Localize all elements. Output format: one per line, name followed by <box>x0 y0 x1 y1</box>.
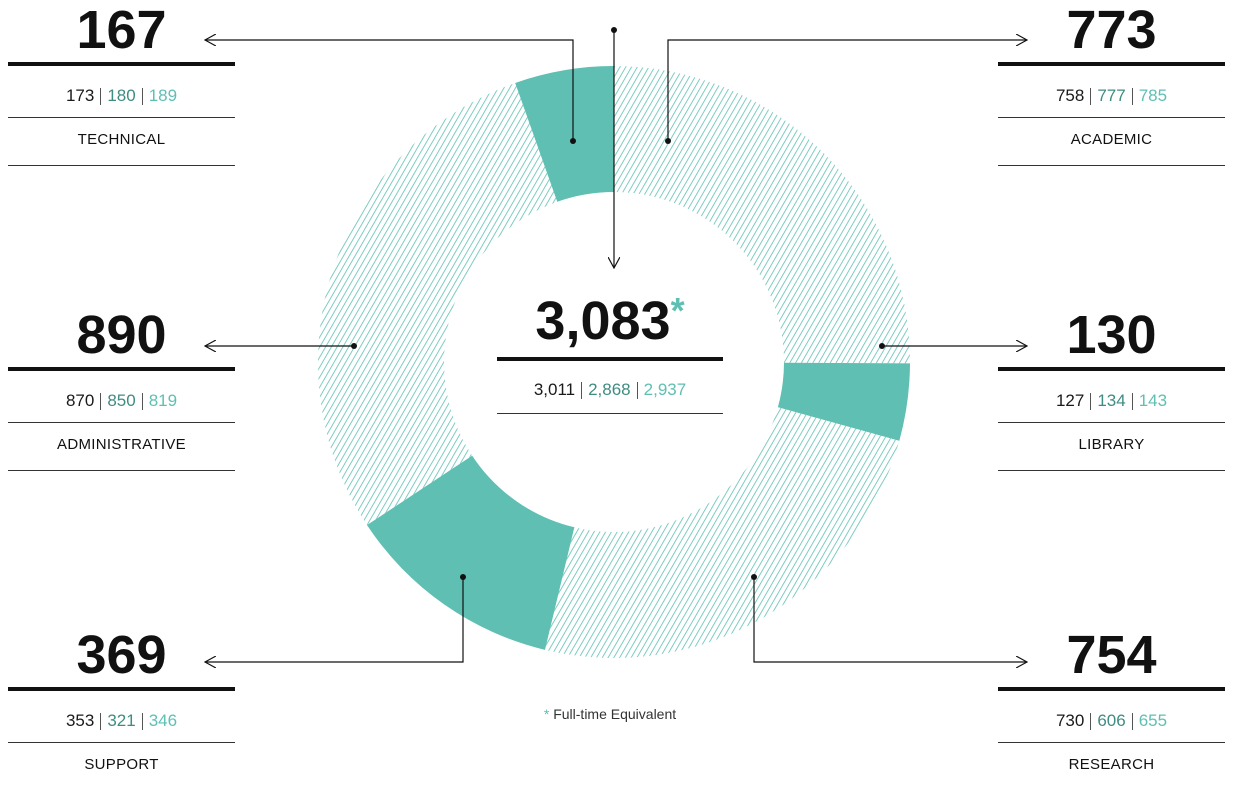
rule <box>998 470 1225 471</box>
panel-value: 773 <box>1066 0 1157 60</box>
history-value: 346 <box>148 711 178 730</box>
rule <box>998 687 1225 691</box>
wedge <box>614 66 910 364</box>
separator <box>1090 392 1092 410</box>
separator <box>636 381 638 399</box>
history-value: 2,937 <box>643 380 687 399</box>
panel-value: 890 <box>76 305 167 365</box>
rule <box>8 742 235 743</box>
rule <box>998 165 1225 166</box>
separator <box>1131 712 1133 730</box>
history-value: 321 <box>107 711 136 730</box>
separator <box>1090 87 1092 105</box>
rule <box>8 367 235 371</box>
history-value: 189 <box>148 86 178 105</box>
history-value: 143 <box>1138 391 1168 410</box>
wedge <box>544 407 900 658</box>
history-value: 758 <box>1055 86 1085 105</box>
wedge <box>366 455 575 650</box>
history-value: 173 <box>65 86 95 105</box>
history-value: 134 <box>1097 391 1126 410</box>
panel-history: 870 850 819 <box>8 390 235 412</box>
rule <box>8 62 235 66</box>
panel-history: 730 606 655 <box>998 710 1225 732</box>
panel-value: 754 <box>1066 625 1157 685</box>
total-history: 3,011 2,868 2,937 <box>497 379 723 401</box>
history-value: 655 <box>1138 711 1168 730</box>
separator <box>1131 392 1133 410</box>
separator <box>100 712 102 730</box>
rule <box>998 62 1225 66</box>
panel-history: 758 777 785 <box>998 85 1225 107</box>
rule <box>998 422 1225 423</box>
panel-label: TECHNICAL <box>77 131 166 148</box>
history-value: 777 <box>1097 86 1126 105</box>
total-marker: * <box>670 290 685 331</box>
panel-history: 353 321 346 <box>8 710 235 732</box>
total-value: 3,083 <box>535 291 671 351</box>
history-value: 3,011 <box>533 380 576 399</box>
footnote-marker: * <box>543 706 550 722</box>
history-value: 606 <box>1097 711 1126 730</box>
separator <box>581 381 583 399</box>
panel-label: ACADEMIC <box>1070 131 1153 148</box>
history-value: 730 <box>1055 711 1085 730</box>
total: 3,083* <box>497 290 723 352</box>
rule <box>8 117 235 118</box>
footnote: * Full-time Equivalent <box>460 706 760 722</box>
wedge <box>777 362 910 441</box>
panel-history: 173 180 189 <box>8 85 235 107</box>
panel-value: 130 <box>1066 305 1157 365</box>
history-value: 850 <box>107 391 136 410</box>
panel-value: 369 <box>76 625 167 685</box>
wedge <box>317 82 558 526</box>
history-value: 870 <box>65 391 95 410</box>
panel-label: ADMINISTRATIVE <box>57 436 186 453</box>
rule <box>8 470 235 471</box>
history-value: 127 <box>1055 391 1085 410</box>
separator <box>1131 87 1133 105</box>
separator <box>100 87 102 105</box>
rule <box>497 413 723 414</box>
rule <box>8 687 235 691</box>
separator <box>141 87 143 105</box>
leader-dots <box>351 27 885 580</box>
separator <box>100 392 102 410</box>
history-value: 819 <box>148 391 178 410</box>
rule <box>8 165 235 166</box>
wedge <box>515 66 614 202</box>
separator <box>141 392 143 410</box>
footnote-text: Full-time Equivalent <box>553 706 677 722</box>
panel-label: RESEARCH <box>1068 756 1155 773</box>
history-value: 2,868 <box>588 380 631 399</box>
panel-history: 127 134 143 <box>998 390 1225 412</box>
history-value: 180 <box>107 86 136 105</box>
separator <box>1090 712 1092 730</box>
panel-label: LIBRARY <box>1078 436 1145 453</box>
rule <box>998 117 1225 118</box>
rule <box>998 742 1225 743</box>
rule <box>497 357 723 361</box>
rule <box>8 422 235 423</box>
leader-lines <box>205 30 1027 662</box>
history-value: 353 <box>65 711 95 730</box>
history-value: 785 <box>1138 86 1168 105</box>
panel-label: SUPPORT <box>84 756 159 773</box>
rule <box>998 367 1225 371</box>
panel-value: 167 <box>76 0 167 60</box>
separator <box>141 712 143 730</box>
